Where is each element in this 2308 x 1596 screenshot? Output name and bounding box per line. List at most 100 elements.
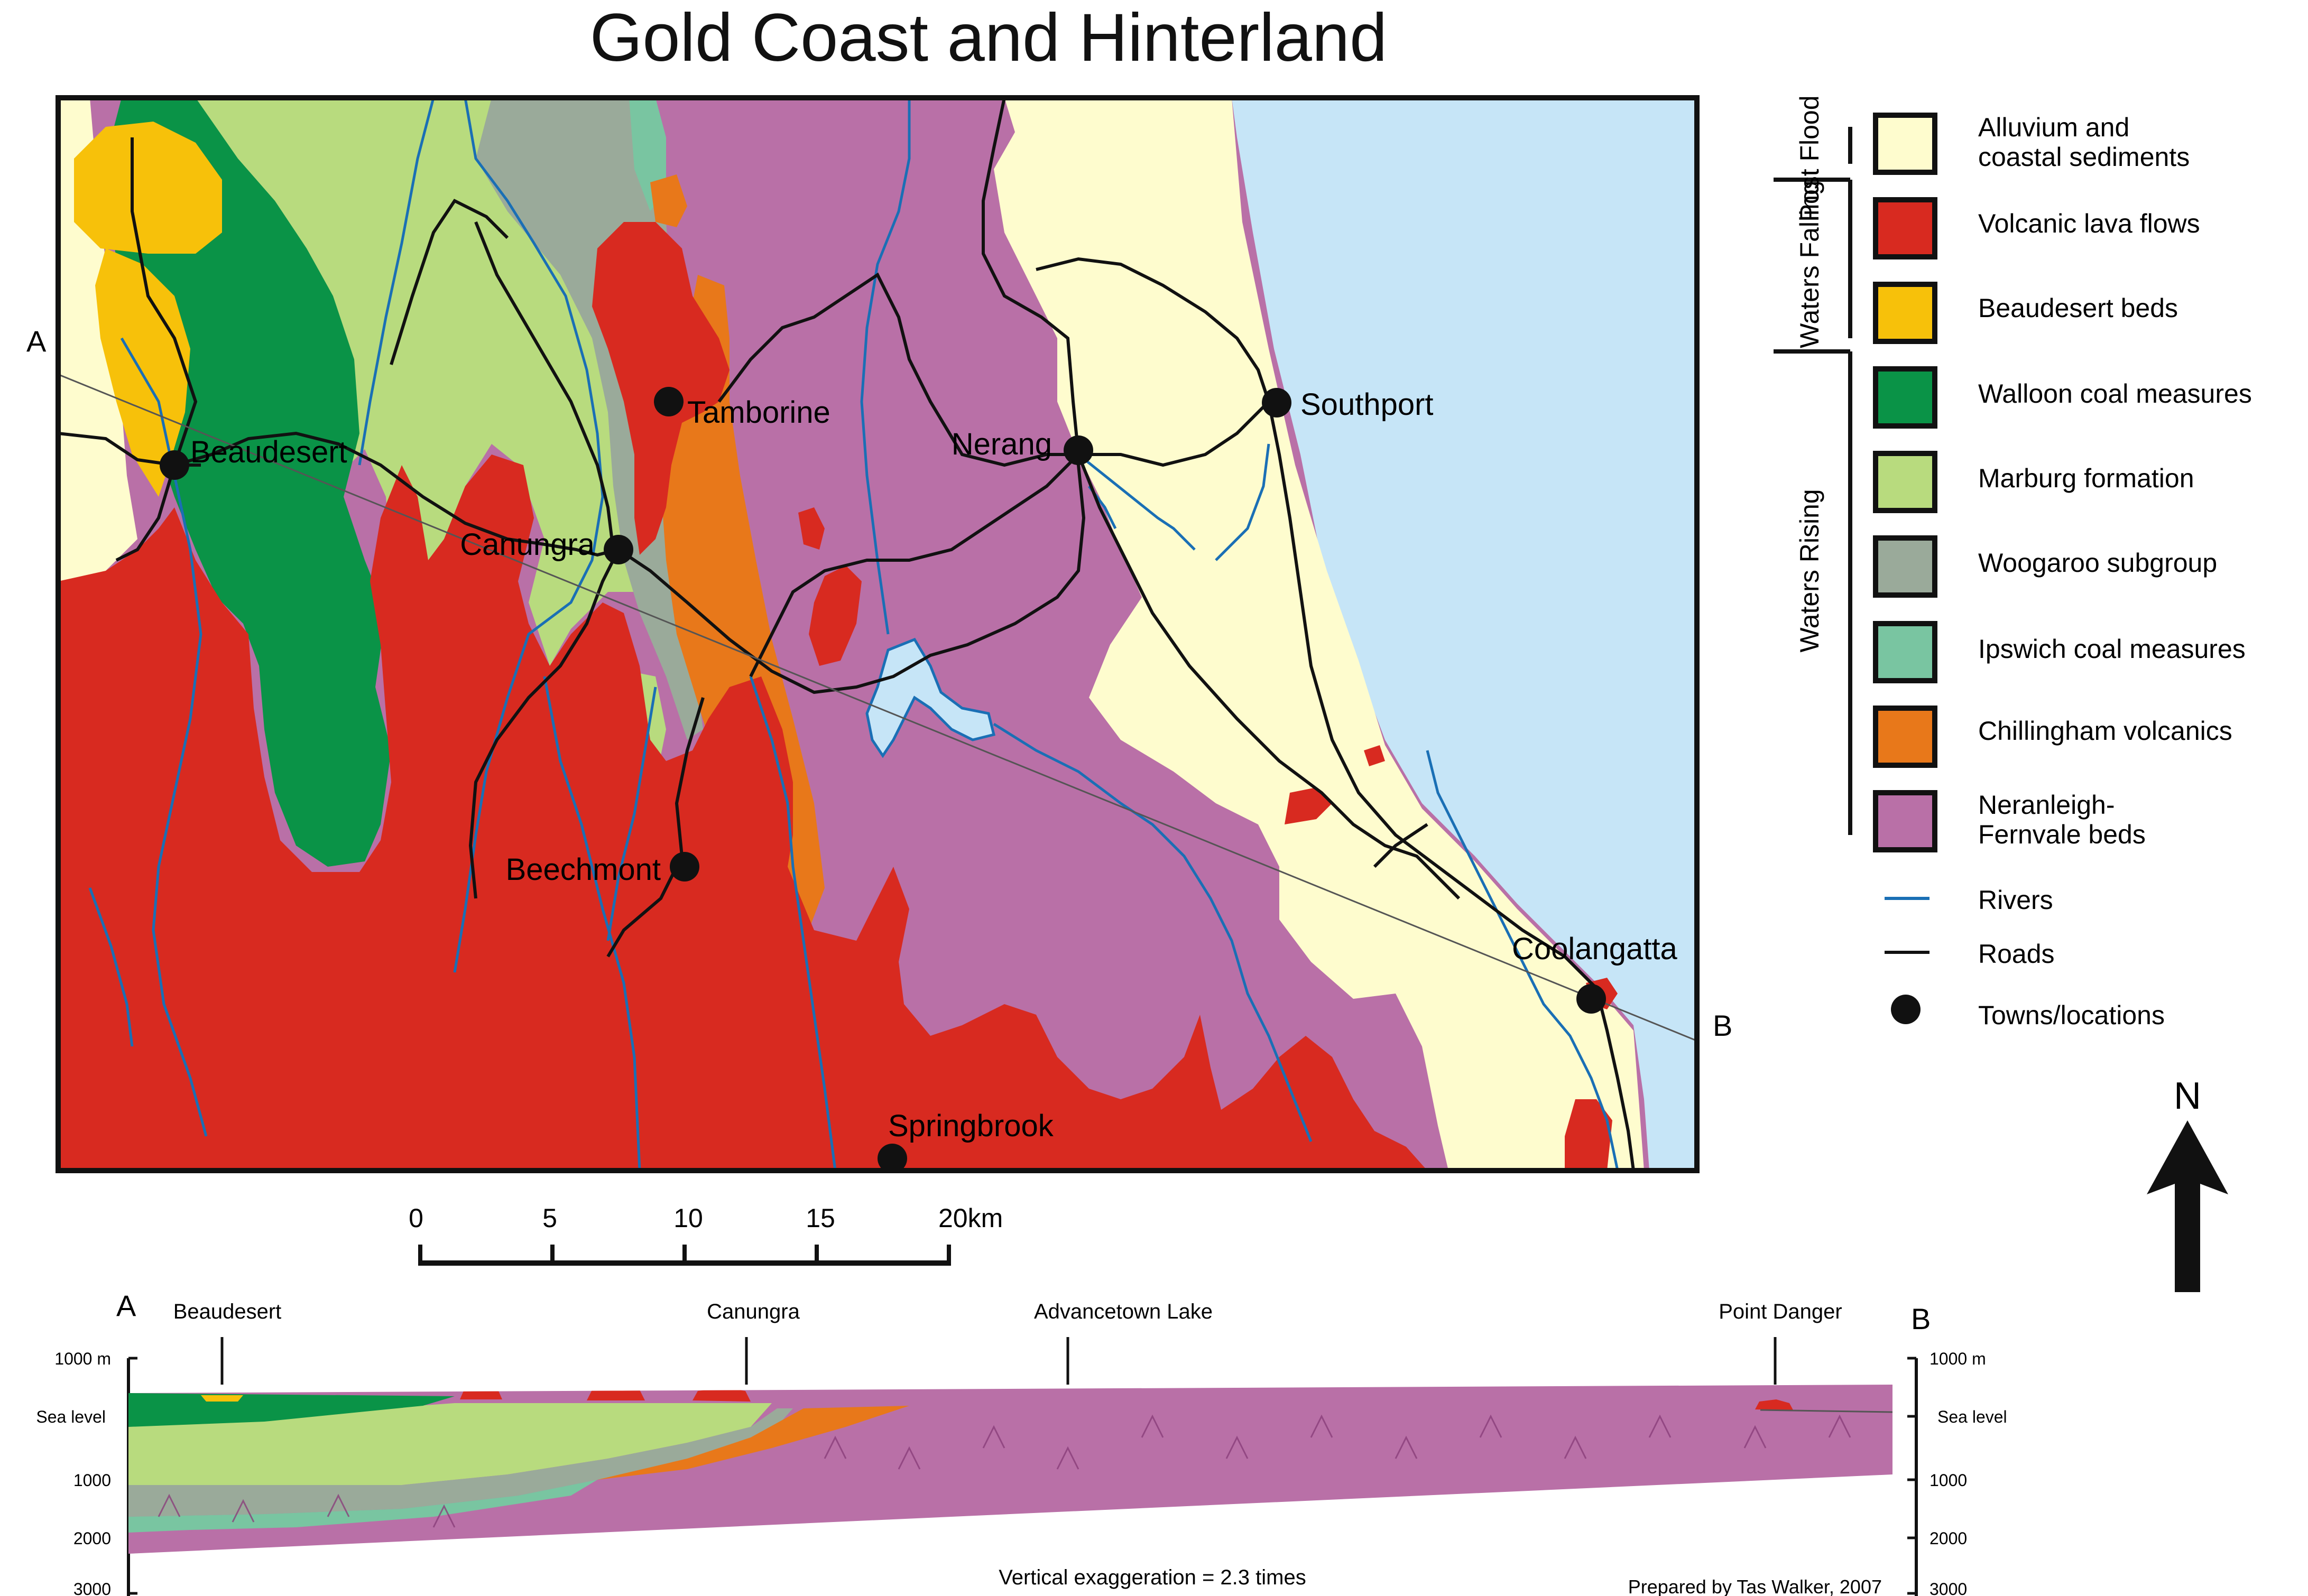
town-label-beaudesert: Beaudesert — [190, 435, 347, 469]
town-label-nerang: Nerang — [952, 427, 1052, 461]
legend-label-alluvium: Alluvium and coastal sediments — [1978, 113, 2190, 172]
legend-label-alluvium-text: Alluvium and — [1978, 113, 2129, 142]
legend-label-marburg: Marburg formation — [1978, 463, 2194, 493]
xs-marker-b: B — [1911, 1302, 1931, 1335]
legend-swatch-woogaroo — [1873, 535, 1937, 598]
scale-tick-5: 5 — [542, 1203, 557, 1233]
legend-swatch-volcanic — [1873, 197, 1937, 259]
xs-beaudesert — [201, 1395, 243, 1402]
xs-volcanic-2 — [587, 1386, 645, 1400]
town-label-coolangatta: Coolangatta — [1512, 932, 1678, 966]
unit-volcanic-main — [58, 454, 1427, 1171]
unit-beaudesert — [74, 122, 222, 254]
north-arrow: N — [2147, 1075, 2228, 1292]
xs-volcanic-3 — [693, 1387, 751, 1402]
xs-ipswich — [128, 1480, 597, 1533]
map-title: Gold Coast and Hinterland — [590, 0, 1387, 76]
town-dot-icon — [878, 1144, 907, 1173]
xs-note: Vertical exaggeration = 2.3 times — [999, 1566, 1306, 1589]
town-dot-icon — [654, 387, 684, 416]
map-frame — [58, 98, 1697, 1171]
town-dot-icon — [160, 450, 189, 480]
town-dot-icon — [1576, 984, 1606, 1014]
north-arrow-icon — [2147, 1120, 2228, 1292]
legend-swatch-beaudesert — [1873, 282, 1937, 344]
unit-walloon — [106, 98, 391, 867]
town-label-tamborine: Tamborine — [687, 395, 830, 430]
xs-left-tick-1000: 1000 — [73, 1471, 111, 1490]
north-label: N — [2174, 1075, 2201, 1117]
legend-label-line-2: coastal sediments — [1978, 142, 2190, 172]
legend-group-label: Post Flood — [1795, 95, 1824, 221]
xs-left-tick-3000: 3000 — [73, 1580, 111, 1596]
legend-label-rivers: Rivers — [1978, 885, 2053, 915]
xs-place-advancetown: Advancetown Lake — [1034, 1300, 1213, 1323]
town-label-springbrook: Springbrook — [888, 1109, 1054, 1143]
xs-right-tick-1000: 1000 — [1930, 1471, 1967, 1490]
legend-swatch-walloon — [1873, 366, 1937, 429]
legend-label-line-2: Fernvale beds — [1978, 820, 2146, 849]
legend-label-neranleigh: Neranleigh- Fernvale beds — [1978, 790, 2146, 849]
legend-swatch-alluvium — [1873, 113, 1937, 175]
xs-place-canungra: Canungra — [707, 1300, 800, 1323]
town-dot-icon — [1064, 435, 1093, 465]
legend-label-woogaroo: Woogaroo subgroup — [1978, 548, 2217, 578]
credit: Prepared by Tas Walker, 2007 — [1628, 1576, 1882, 1596]
legend-group-label: Waters Falling — [1795, 180, 1824, 348]
legend-group-waters-rising: Waters Rising — [1795, 489, 1824, 652]
xs-marker-a: A — [116, 1289, 136, 1322]
legend-label-walloon: Walloon coal measures — [1978, 379, 2252, 409]
legend-swatch-chillingham — [1873, 706, 1937, 768]
scale-tick-15: 15 — [806, 1203, 835, 1233]
map-border — [56, 95, 1700, 1173]
xs-place-beaudesert: Beaudesert — [173, 1300, 282, 1323]
advancetown-lake — [865, 637, 996, 758]
xs-marburg — [128, 1403, 772, 1485]
legend-swatch-neranleigh — [1873, 790, 1937, 852]
town-dot-icon — [670, 852, 699, 881]
scale-tick-20km: 20km — [938, 1203, 1003, 1233]
town-label-southport: Southport — [1300, 387, 1434, 422]
town-dot-icon — [1262, 388, 1291, 417]
legend-label-ipswich: Ipswich coal measures — [1978, 634, 2246, 664]
scale-tick-0: 0 — [409, 1203, 423, 1233]
legend-label-volcanic: Volcanic lava flows — [1978, 209, 2200, 238]
roads — [58, 98, 1635, 1171]
legend-group-label: Waters Rising — [1795, 489, 1824, 652]
legend-group-post-flood: Post Flood — [1795, 95, 1824, 221]
xs-left-tick-sea-level: Sea level — [36, 1407, 106, 1426]
legend-label-beaudesert: Beaudesert beds — [1978, 293, 2178, 323]
unit-volcanic-tamborine — [592, 222, 730, 555]
town-dot-icon — [1891, 995, 1921, 1024]
legend-label-roads: Roads — [1978, 939, 2055, 969]
legend: Post Flood Waters Falling Waters Rising … — [1774, 95, 2252, 1030]
town-dot-icon — [604, 535, 633, 564]
xs-left-tick-2000: 2000 — [73, 1529, 111, 1548]
legend-label-towns: Towns/locations — [1978, 1000, 2165, 1030]
town-label-beechmont: Beechmont — [506, 852, 661, 887]
xs-right-tick-2000: 2000 — [1930, 1529, 1967, 1548]
legend-label-neranleigh-text: Neranleigh- — [1978, 790, 2115, 820]
xs-volcanic-1 — [460, 1385, 502, 1399]
xs-right-tick-3000: 3000 — [1930, 1580, 1967, 1596]
xs-volcanic-4 — [1755, 1399, 1793, 1410]
section-marker-a: A — [26, 324, 47, 358]
legend-swatch-ipswich — [1873, 621, 1937, 683]
legend-group-waters-falling: Waters Falling — [1795, 180, 1824, 348]
towns: Beaudesert Tamborine Canungra Nerang Sou… — [160, 387, 1678, 1173]
xs-right-tick-1000m: 1000 m — [1930, 1349, 1986, 1368]
scale-bar: 0 5 10 15 20km — [409, 1203, 1003, 1266]
section-line — [58, 373, 1697, 1042]
cross-section: A B 1000 m Sea level 1000 2000 3000 1000… — [36, 1289, 2007, 1596]
xs-right-tick-sea-level: Sea level — [1937, 1407, 2007, 1426]
xs-chillingham — [597, 1406, 909, 1480]
ocean — [1232, 98, 1697, 1171]
town-label-canungra: Canungra — [460, 527, 595, 562]
section-marker-b: B — [1713, 1009, 1732, 1042]
xs-left-tick-1000m: 1000 m — [54, 1349, 111, 1368]
xs-place-point-danger: Point Danger — [1719, 1300, 1842, 1323]
rivers — [88, 98, 1619, 1171]
legend-label-chillingham: Chillingham volcanics — [1978, 716, 2232, 746]
scale-tick-10: 10 — [673, 1203, 703, 1233]
